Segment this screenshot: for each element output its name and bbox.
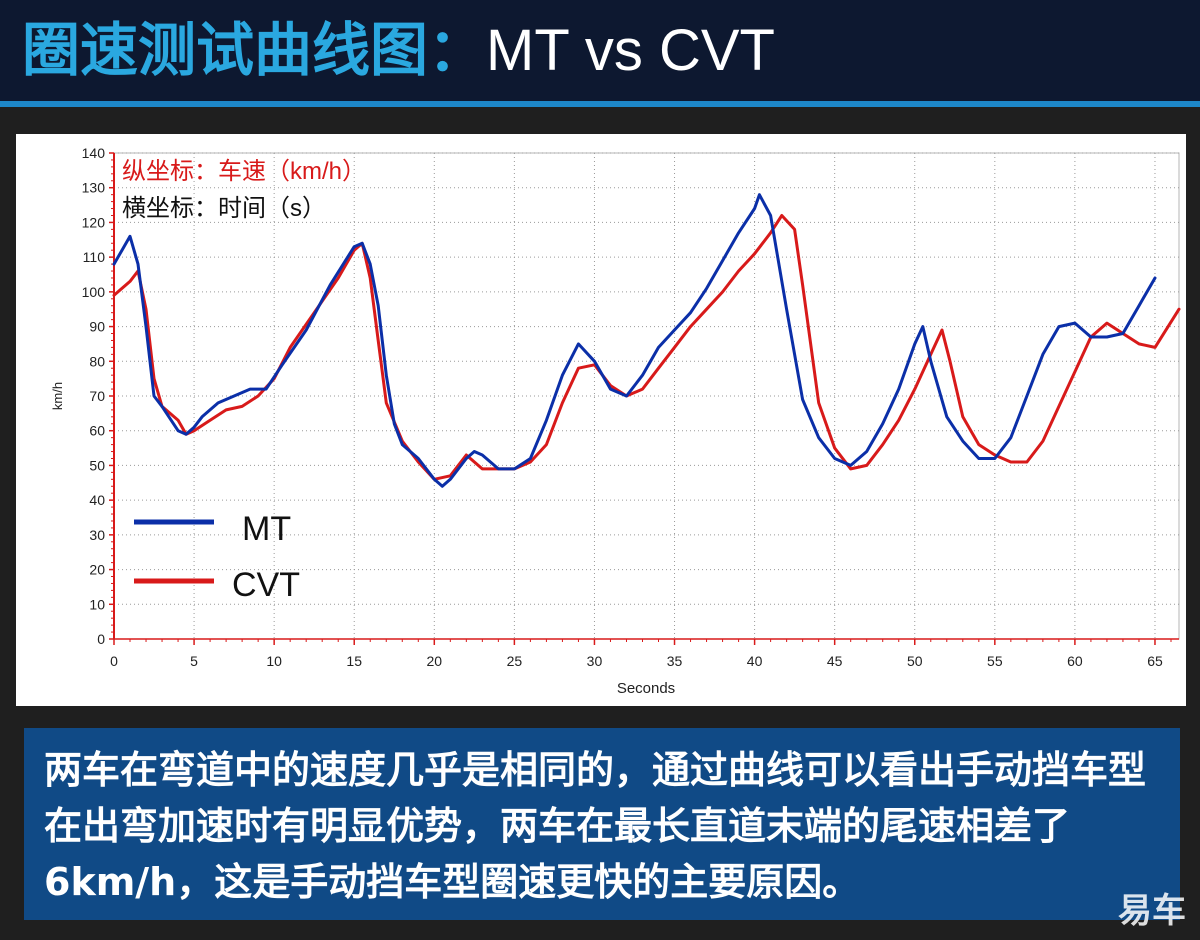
annotation-x-axis: 横坐标：时间（s）	[122, 195, 326, 222]
series	[112, 193, 1181, 488]
x-tick-label: 45	[827, 653, 843, 669]
y-tick-label: 70	[89, 388, 105, 404]
x-tick-label: 35	[667, 653, 683, 669]
page-title: 圈速测试曲线图：MT vs CVT	[22, 12, 775, 89]
y-tick-label: 140	[82, 145, 106, 161]
axes: 0 10 20 30 40 50 60 70 80 90 100 110 120 130 140 0 5 10 15…	[82, 145, 1179, 669]
series-line-mt	[112, 193, 1157, 488]
annotation-y-axis: 纵坐标：车速（km/h）	[122, 158, 366, 185]
y-tick-label: 40	[89, 492, 105, 508]
title-chinese: 圈速测试曲线图：	[22, 16, 487, 84]
x-tick-label: 10	[266, 653, 282, 669]
y-tick-label: 120	[82, 214, 106, 230]
y-tick-label: 20	[89, 562, 105, 578]
x-tick-label: 65	[1147, 653, 1163, 669]
legend-label-mt: MT	[242, 510, 291, 548]
y-tick-label: 80	[89, 353, 105, 369]
y-tick-label: 10	[89, 596, 105, 612]
title-english: MT vs CVT	[486, 18, 775, 83]
y-tick-label: 110	[83, 249, 106, 265]
x-axis-label: Seconds	[617, 680, 675, 697]
x-tick-label: 55	[987, 653, 1003, 669]
legend: MT CVT	[134, 510, 300, 604]
x-tick-label: 30	[587, 653, 603, 669]
x-tick-label: 25	[507, 653, 523, 669]
y-tick-label: 0	[97, 631, 105, 647]
x-tick-label: 5	[190, 653, 198, 669]
y-tick-label: 130	[82, 180, 106, 196]
chart-panel: 0 10 20 30 40 50 60 70 80 90 100 110 120 130 140 0 5 10 15…	[16, 134, 1186, 706]
header-bar: 圈速测试曲线图：MT vs CVT	[0, 0, 1200, 102]
caption-box: 两车在弯道中的速度几乎是相同的，通过曲线可以看出手动挡车型在出弯加速时有明显优势…	[24, 728, 1180, 920]
y-tick-label: 60	[89, 423, 105, 439]
y-tick-label: 90	[89, 319, 105, 335]
watermark-logo: 易车	[1118, 891, 1186, 931]
x-tick-label: 50	[907, 653, 923, 669]
header-accent-line	[0, 101, 1200, 107]
y-tick-label: 100	[82, 284, 106, 300]
x-tick-label: 15	[346, 653, 362, 669]
x-tick-label: 40	[747, 653, 763, 669]
y-tick-label: 30	[89, 527, 105, 543]
y-tick-label: 50	[89, 457, 105, 473]
series-line-cvt	[112, 214, 1181, 481]
speed-chart: 0 10 20 30 40 50 60 70 80 90 100 110 120 130 140 0 5 10 15…	[50, 145, 1181, 697]
legend-label-cvt: CVT	[232, 566, 300, 604]
y-axis-label: km/h	[50, 382, 65, 410]
x-tick-label: 20	[427, 653, 443, 669]
caption-text: 两车在弯道中的速度几乎是相同的，通过曲线可以看出手动挡车型在出弯加速时有明显优势…	[44, 748, 1147, 904]
x-tick-label: 60	[1067, 653, 1083, 669]
x-tick-label: 0	[110, 653, 118, 669]
